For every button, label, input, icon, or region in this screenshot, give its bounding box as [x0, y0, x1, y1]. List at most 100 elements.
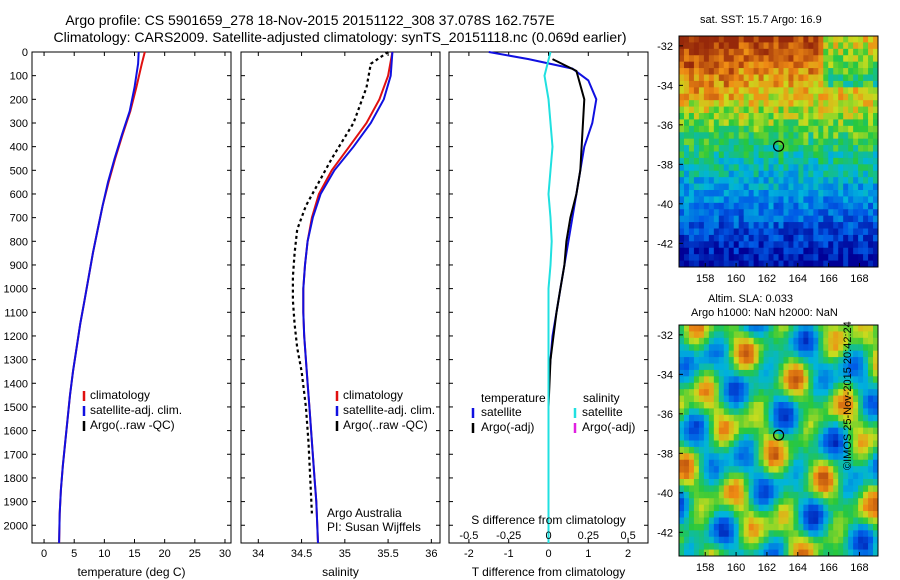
sla-map-cell	[833, 402, 839, 409]
sst-map-xtick-label: 158	[696, 273, 714, 285]
sla-map-ytick-label: -32	[657, 330, 673, 342]
sst-map-cell	[838, 42, 844, 50]
sla-map-cell	[843, 523, 849, 531]
difference-xtick-label: 0	[545, 548, 551, 560]
sla-map-cell	[858, 498, 864, 506]
sst-map-cell	[773, 234, 779, 242]
sst-map-cell	[848, 61, 854, 69]
sst-map-cell	[753, 209, 760, 217]
sla-map-cell	[813, 472, 819, 480]
sst-map-cell	[753, 61, 760, 69]
sst-map-cell	[783, 55, 789, 63]
sst-map-cell	[823, 55, 829, 63]
sst-map-cell	[843, 254, 849, 261]
sst-map-cell	[853, 241, 859, 249]
sla-map-cell	[788, 446, 794, 454]
sla-map-cell	[788, 395, 794, 403]
sla-map-cell	[863, 376, 869, 384]
sla-map-cell	[708, 408, 715, 416]
sst-map-cell	[768, 36, 774, 43]
sst-map-cell	[688, 106, 695, 114]
sla-map-cell	[843, 395, 849, 403]
sst-map-cell	[823, 157, 829, 165]
sla-map-cell	[738, 472, 745, 480]
sla-map-cell	[738, 498, 745, 506]
sla-map-cell	[873, 344, 879, 352]
sla-map-cell	[828, 498, 834, 506]
sla-map-cell	[833, 434, 839, 441]
sla-map-cell	[808, 325, 814, 332]
sla-map-cell	[708, 427, 715, 435]
sst-map-cell	[873, 202, 879, 210]
sla-map-cell	[738, 479, 745, 486]
sla-map-cell	[813, 511, 819, 518]
sla-map-cell	[828, 369, 834, 377]
sst-map-cell	[733, 42, 740, 50]
sst-map-cell	[793, 119, 799, 127]
sla-map-cell	[793, 414, 799, 422]
sst-map-cell	[688, 93, 695, 101]
sla-map-cell	[748, 459, 755, 467]
sst-map-cell	[873, 87, 879, 95]
salinity-xlabel: salinity	[322, 565, 359, 579]
sla-map-cell	[708, 523, 715, 531]
sla-map-cell	[728, 543, 735, 550]
sla-map-cell	[828, 331, 834, 339]
sla-map-cell	[703, 434, 710, 441]
sst-map-cell	[758, 260, 764, 268]
sla-map-cell	[748, 395, 755, 403]
sst-map-cell	[848, 36, 854, 43]
sla-map-cell	[788, 479, 794, 486]
sla-map-cell	[688, 491, 695, 499]
sst-map-cell	[713, 260, 720, 268]
sst-map-cell	[783, 183, 789, 191]
sla-map-cell	[833, 369, 839, 377]
sla-map-cell	[778, 402, 784, 409]
sst-map-cell	[843, 170, 849, 178]
sla-map-cell	[753, 434, 760, 441]
sla-map-cell	[743, 549, 750, 557]
sla-map-cell	[763, 382, 769, 390]
sst-map-cell	[679, 100, 685, 107]
sst-map-cell	[723, 119, 730, 127]
sst-map-cell	[818, 228, 824, 236]
sst-map-cell	[683, 132, 690, 140]
sst-map-cell	[778, 42, 784, 50]
sla-map-cell	[778, 517, 784, 525]
sst-map-cell	[808, 138, 814, 146]
sla-map-cell	[713, 549, 720, 557]
sst-map-cell	[748, 247, 755, 255]
sst-map-cell	[758, 228, 764, 236]
sla-map-cell	[743, 421, 750, 429]
sla-map-cell	[848, 498, 854, 506]
sst-map-cell	[778, 113, 784, 120]
sla-map-cell	[843, 453, 849, 461]
sla-map-cell	[738, 446, 745, 454]
sla-map-cell	[703, 402, 710, 409]
sla-map-cell	[788, 453, 794, 461]
sst-map-cell	[793, 260, 799, 268]
sla-map-cell	[738, 369, 745, 377]
sla-map-cell	[748, 427, 755, 435]
sla-map-cell	[823, 498, 829, 506]
sst-map-cell	[713, 228, 720, 236]
sst-map-ytick-label: -38	[657, 159, 673, 171]
sla-map-cell	[683, 536, 690, 544]
difference-series-temperature-satellite	[488, 51, 598, 543]
sst-map-cell	[783, 196, 789, 204]
sst-map-cell	[833, 93, 839, 101]
sla-map-cell	[693, 357, 700, 364]
sla-map-cell	[788, 530, 794, 538]
sst-map-cell	[863, 170, 869, 178]
sst-map-cell	[763, 209, 769, 217]
sst-map-cell	[703, 61, 710, 69]
sla-map-cell	[728, 395, 735, 403]
sst-map-cell	[843, 164, 849, 172]
sla-map-cell	[758, 402, 764, 409]
sst-map-cell	[818, 125, 824, 133]
climatology-title: Climatology: CARS2009. Satellite-adjuste…	[53, 29, 627, 45]
sst-map-cell	[823, 48, 829, 56]
sla-map-cell	[868, 357, 874, 364]
sst-map-cell	[863, 93, 869, 101]
sla-map-cell	[868, 440, 874, 448]
